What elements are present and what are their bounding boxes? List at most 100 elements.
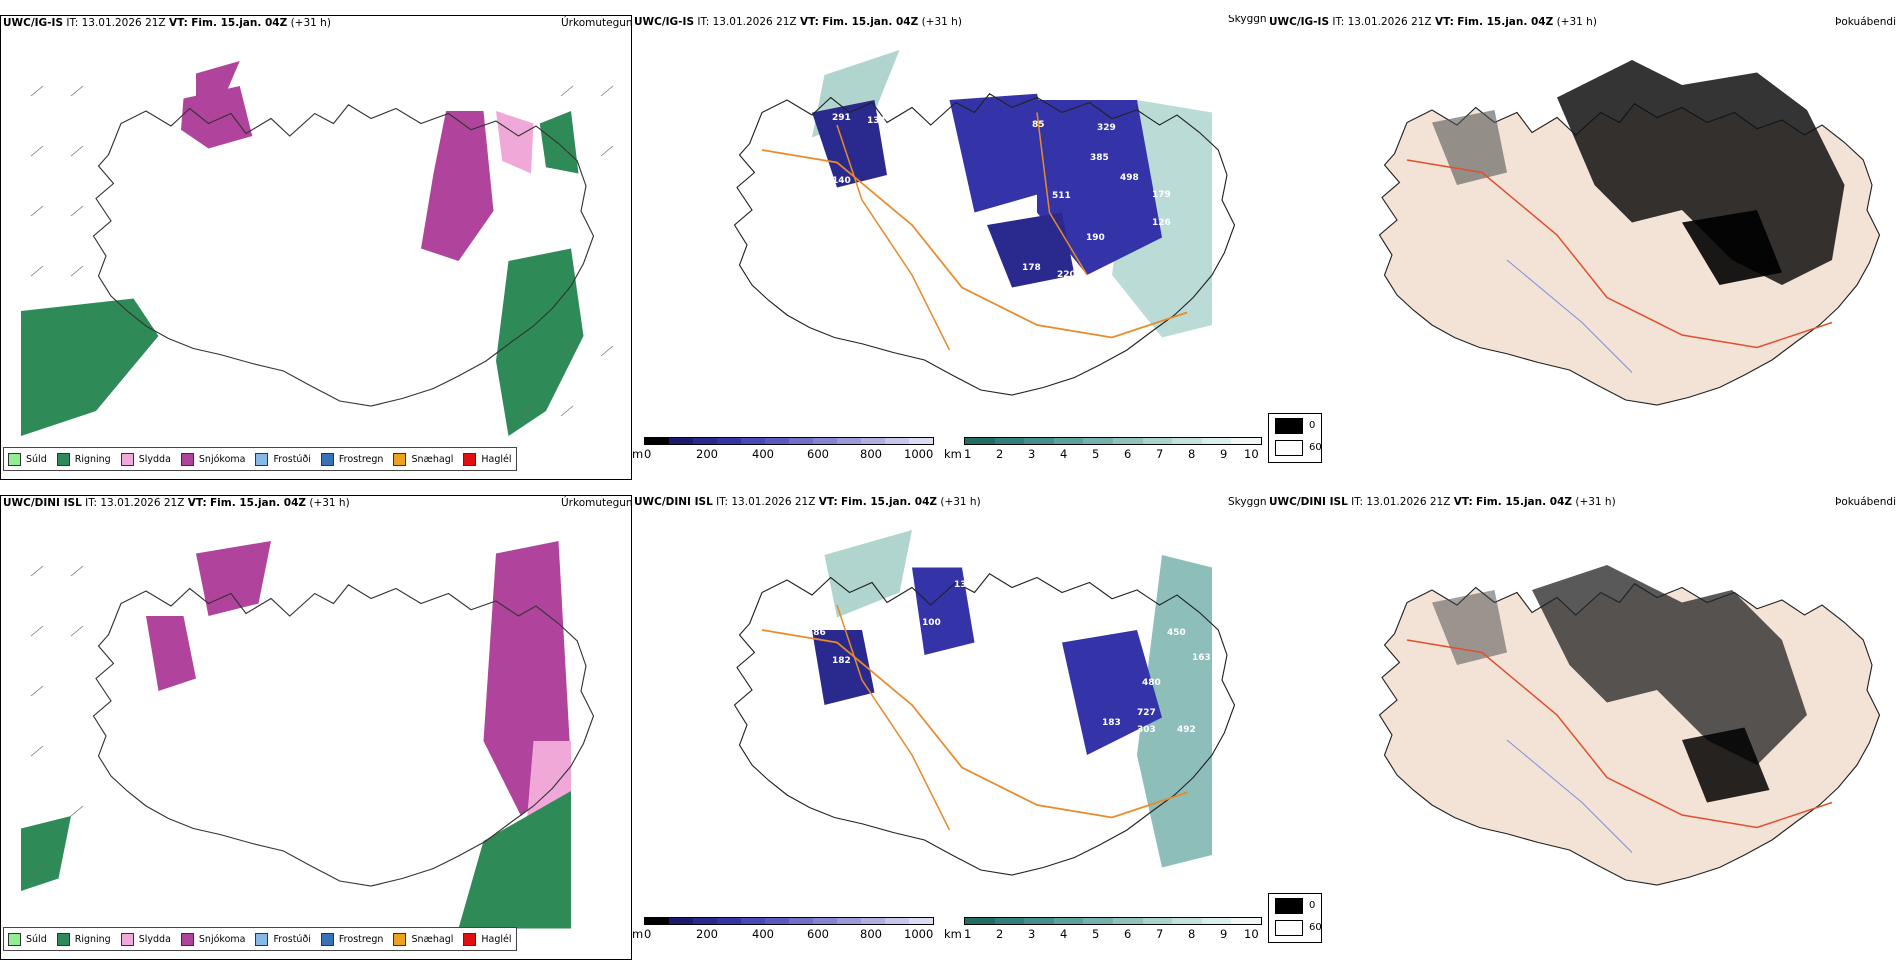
cloud-label: 220 — [1057, 270, 1076, 280]
legend-item: Snjókoma — [180, 932, 245, 946]
cloud-label: 163 — [1192, 653, 1211, 663]
wind-barbs — [30, 565, 84, 877]
tick-label: 3 — [1028, 447, 1036, 461]
tick-label: 1 — [964, 927, 972, 941]
unit-label: m — [632, 927, 644, 941]
tick-label: 9 — [1220, 927, 1228, 941]
tick-label: 10 — [1244, 927, 1259, 941]
panel-header: UWC/IG-IS IT: 13.01.2026 21Z VT: Fim. 15… — [1269, 16, 1597, 28]
param-label: Úrkomutegund — [561, 17, 632, 29]
cloud-label: 291 — [832, 113, 851, 123]
legend-item: Frostúði — [255, 452, 311, 466]
cloud-label: 134 — [867, 116, 886, 126]
cloud-label: 329 — [1097, 123, 1116, 133]
legend-item: Rigning — [56, 452, 111, 466]
wind-barbs — [30, 85, 614, 417]
precip-type-map-top: UWC/IG-IS IT: 13.01.2026 21Z VT: Fim. 15… — [0, 15, 632, 480]
tick-label: 200 — [696, 927, 718, 941]
cloud-label: 492 — [1177, 725, 1196, 735]
fog-legend-box: 0 60 — [1268, 893, 1322, 943]
legend-item: Frostregn — [320, 932, 383, 946]
param-label: Skyggni — [1228, 496, 1267, 508]
cloud-label: 22 — [797, 143, 810, 153]
cloud-label: 100 — [922, 618, 941, 628]
precip-type-legend: Súld Rigning Slydda Snjókoma Frostúði Fr… — [3, 927, 517, 951]
tick-label: 400 — [752, 447, 774, 461]
cloud-map-svg: 480 586 139 100 127 182 70 230 450 216 1… — [677, 530, 1263, 876]
tick-label: 1 — [964, 447, 972, 461]
visibility-colorbar: km 1 2 3 4 5 6 7 8 9 10 — [944, 917, 1266, 945]
cloud-labels: 480 586 139 100 127 182 70 230 450 216 1… — [677, 580, 1263, 735]
precip-map-svg — [21, 541, 595, 929]
panel-header: UWC/IG-IS IT: 13.01.2026 21Z VT: Fim. 15… — [634, 16, 962, 28]
tick-label: 5 — [1092, 927, 1100, 941]
cloud-label: 480 — [1142, 678, 1161, 688]
cloud-label: 85 — [1032, 120, 1045, 130]
legend-item: Haglél — [463, 932, 512, 946]
fog-index-map-bottom: UWC/DINI ISL IT: 13.01.2026 21Z VT: Fim.… — [1267, 495, 1900, 905]
cloud-label: 230 — [982, 713, 1001, 723]
cloud-label: 140 — [832, 176, 851, 186]
param-label: Skyggni — [1228, 15, 1267, 25]
cloud-label: 70 — [677, 688, 690, 698]
legend-item: Rigning — [56, 932, 111, 946]
tick-label: 2 — [996, 447, 1004, 461]
cloud-label: 179 — [1152, 190, 1171, 200]
cloud-visibility-map-top: UWC/IG-IS IT: 13.01.2026 21Z VT: Fim. 15… — [632, 15, 1267, 455]
fog-map-svg — [1378, 60, 1881, 406]
panel-header: UWC/DINI ISL IT: 13.01.2026 21Z VT: Fim.… — [1269, 496, 1616, 508]
tick-label: 7 — [1156, 447, 1164, 461]
cloud-label: 228 — [1244, 658, 1263, 668]
cloud-label: 190 — [1086, 233, 1105, 243]
cloud-base-colorbar: m 0 200 400 600 800 1000 — [632, 917, 938, 945]
tick-label: 6 — [1124, 927, 1132, 941]
tick-label: 4 — [1060, 927, 1068, 941]
cloud-label: 727 — [1137, 708, 1156, 718]
legend-item: Slydda — [120, 932, 171, 946]
cloud-label: 91 — [962, 258, 975, 268]
cloud-visibility-map-bottom: UWC/DINI ISL IT: 13.01.2026 21Z VT: Fim.… — [632, 495, 1267, 930]
precip-map-svg — [21, 61, 614, 436]
visibility-colorbar: km 1 2 3 4 5 6 7 8 9 10 — [944, 437, 1266, 465]
tick-label: 4 — [1060, 447, 1068, 461]
tick-label: 800 — [860, 447, 882, 461]
cloud-label: 36 — [902, 116, 915, 126]
tick-label: 3 — [1028, 927, 1036, 941]
legend-item: Slydda — [120, 452, 171, 466]
param-label: Þokuábendi — [1835, 496, 1896, 508]
cloud-label: 586 — [807, 628, 826, 638]
fog-index-map-top: UWC/IG-IS IT: 13.01.2026 21Z VT: Fim. 15… — [1267, 15, 1900, 425]
cloud-map-svg: 291 134 22 36 100 140 91 85 329 385 498 … — [733, 50, 1236, 396]
panel-header: UWC/DINI ISL IT: 13.01.2026 21Z VT: Fim.… — [634, 496, 981, 508]
panel-header: UWC/DINI ISL IT: 13.01.2026 21Z VT: Fim.… — [3, 497, 350, 509]
tick-label: 8 — [1188, 447, 1196, 461]
unit-label: km — [944, 927, 962, 941]
cloud-label: 91 — [1032, 86, 1045, 96]
cloud-label: 139 — [954, 580, 973, 590]
tick-label: 0 — [644, 447, 652, 461]
tick-label: 0 — [644, 927, 652, 941]
cloud-label: 126 — [1152, 218, 1171, 228]
legend-item: Snjókoma — [180, 452, 245, 466]
tick-label: 2 — [996, 927, 1004, 941]
tick-label: 600 — [807, 927, 829, 941]
unit-label: km — [944, 447, 962, 461]
legend-item: Súld — [8, 452, 47, 466]
cloud-label: 480 — [882, 603, 901, 613]
tick-label: 7 — [1156, 927, 1164, 941]
legend-item: Snæhagl — [393, 932, 453, 946]
cloud-label: 303 — [1137, 725, 1156, 735]
legend-item: Súld — [8, 932, 47, 946]
tick-label: 10 — [1244, 447, 1259, 461]
tick-label: 9 — [1220, 447, 1228, 461]
cloud-label: 450 — [1167, 628, 1186, 638]
cloud-label: 161 — [1232, 638, 1251, 648]
cloud-label: 385 — [1090, 153, 1109, 163]
tick-label: 8 — [1188, 927, 1196, 941]
tick-label: 1000 — [904, 447, 934, 461]
cloud-label: 511 — [1052, 191, 1071, 201]
cloud-label: 100 — [910, 148, 929, 158]
legend-item: Frostregn — [320, 452, 383, 466]
cloud-label: 182 — [832, 656, 851, 666]
tick-label: 200 — [696, 447, 718, 461]
